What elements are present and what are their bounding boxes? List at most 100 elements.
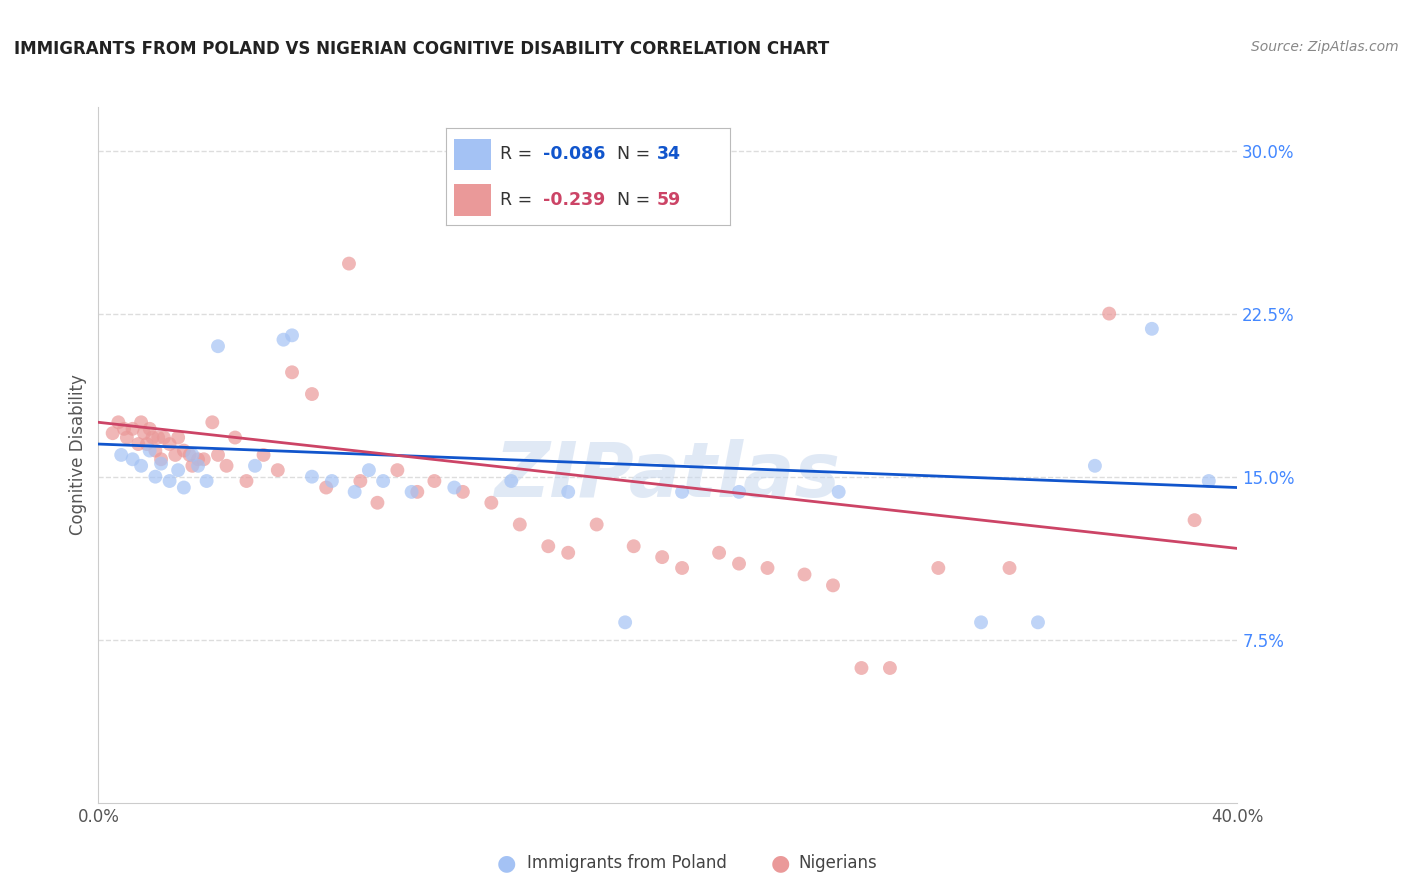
Point [224, 430, 246, 444]
Point [187, 452, 209, 467]
Point [349, 474, 371, 488]
Point [321, 474, 343, 488]
Point [179, 448, 201, 462]
Point [301, 469, 323, 483]
Point [537, 539, 560, 553]
Text: IMMIGRANTS FROM POLAND VS NIGERIAN COGNITIVE DISABILITY CORRELATION CHART: IMMIGRANTS FROM POLAND VS NIGERIAN COGNI… [14, 40, 830, 58]
Point [121, 452, 143, 467]
Point [1098, 307, 1121, 321]
Text: ●: ● [496, 854, 516, 873]
Point [235, 474, 257, 488]
Point [273, 333, 295, 347]
Point [132, 426, 155, 441]
Point [451, 484, 474, 499]
Point [159, 474, 181, 488]
Point [366, 496, 388, 510]
Point [1026, 615, 1049, 630]
Point [267, 463, 290, 477]
Point [215, 458, 238, 473]
Point [101, 426, 124, 441]
Point [821, 578, 844, 592]
Point [193, 452, 215, 467]
Point [851, 661, 873, 675]
Point [145, 443, 167, 458]
Point [671, 484, 693, 499]
Text: ZIPatlas: ZIPatlas [495, 439, 841, 513]
Point [509, 517, 531, 532]
Point [1084, 458, 1107, 473]
Point [141, 430, 163, 444]
Point [138, 422, 160, 436]
Point [110, 448, 132, 462]
Point [148, 430, 170, 444]
Point [756, 561, 779, 575]
Point [337, 257, 360, 271]
Point [557, 546, 579, 560]
Point [879, 661, 901, 675]
Point [127, 437, 149, 451]
Point [153, 430, 176, 444]
Point [207, 339, 229, 353]
Point [343, 484, 366, 499]
Point [150, 452, 173, 467]
Point [1140, 322, 1163, 336]
Point [651, 550, 673, 565]
Point [129, 458, 152, 473]
Point [135, 437, 157, 451]
Point [112, 422, 135, 436]
Point [373, 474, 395, 488]
Point [129, 415, 152, 429]
Point [671, 561, 693, 575]
Point [281, 365, 304, 379]
Point [614, 615, 637, 630]
Point [315, 481, 337, 495]
Point [501, 474, 523, 488]
Point [557, 484, 579, 499]
Point [107, 415, 129, 429]
Point [121, 422, 143, 436]
Point [1184, 513, 1206, 527]
Point [728, 484, 751, 499]
Point [443, 481, 465, 495]
Point [181, 458, 204, 473]
Text: Nigerians: Nigerians [799, 855, 877, 872]
Point [159, 437, 181, 451]
Point [728, 557, 751, 571]
Point [167, 463, 190, 477]
Point [707, 546, 730, 560]
Point [281, 328, 304, 343]
Point [145, 469, 167, 483]
Point [585, 517, 607, 532]
Point [357, 463, 380, 477]
Point [207, 448, 229, 462]
Point [401, 484, 423, 499]
Point [623, 539, 645, 553]
Point [115, 430, 138, 444]
Point [479, 496, 502, 510]
Point [423, 474, 446, 488]
Point [187, 458, 209, 473]
Text: Source: ZipAtlas.com: Source: ZipAtlas.com [1251, 40, 1399, 54]
Point [165, 448, 187, 462]
Point [167, 430, 190, 444]
Point [793, 567, 815, 582]
Point [970, 615, 993, 630]
Point [173, 443, 195, 458]
Point [998, 561, 1021, 575]
Y-axis label: Cognitive Disability: Cognitive Disability [69, 375, 87, 535]
Point [243, 458, 266, 473]
Point [1198, 474, 1220, 488]
Point [927, 561, 949, 575]
Point [195, 474, 218, 488]
Point [828, 484, 851, 499]
Point [181, 448, 204, 462]
Point [406, 484, 429, 499]
Point [173, 481, 195, 495]
Point [387, 463, 409, 477]
Point [150, 457, 173, 471]
Point [201, 415, 224, 429]
Point [252, 448, 274, 462]
Point [138, 443, 160, 458]
Text: Immigrants from Poland: Immigrants from Poland [527, 855, 727, 872]
Text: ●: ● [770, 854, 790, 873]
